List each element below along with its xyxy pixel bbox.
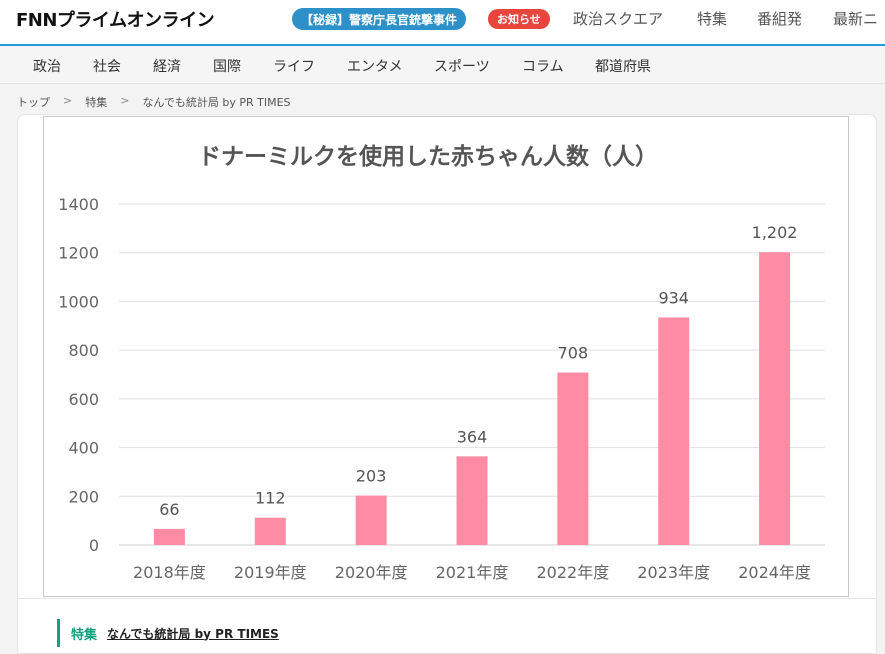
- x-tick-label: 2024年度: [738, 563, 811, 582]
- x-tick-label: 2018年度: [133, 563, 206, 582]
- data-label: 1,202: [752, 223, 798, 242]
- data-label: 708: [558, 344, 589, 363]
- topnav-programs[interactable]: 番組発: [757, 10, 803, 28]
- series-tag: 特集: [71, 627, 98, 643]
- breadcrumb: トップ > 特集 > なんでも統計局 by PR TIMES: [17, 94, 291, 109]
- site-logo[interactable]: FNNプライムオンライン: [16, 10, 215, 31]
- category-international[interactable]: 国際: [213, 59, 241, 75]
- y-tick-label: 1400: [58, 195, 99, 214]
- notice-badge[interactable]: お知らせ: [488, 9, 550, 29]
- bar: [759, 252, 791, 545]
- y-tick-label: 400: [68, 439, 99, 458]
- breadcrumb-separator: >: [63, 94, 73, 107]
- topnav-feature[interactable]: 特集: [697, 10, 728, 28]
- bar: [456, 456, 488, 545]
- category-entertainment[interactable]: エンタメ: [347, 59, 403, 75]
- bar: [153, 528, 185, 545]
- breadcrumb-current: なんでも統計局 by PR TIMES: [142, 96, 291, 109]
- x-tick-label: 2022年度: [536, 563, 609, 582]
- category-sports[interactable]: スポーツ: [434, 59, 490, 75]
- data-label: 112: [255, 489, 286, 508]
- bar: [658, 317, 690, 545]
- series-link[interactable]: なんでも統計局 by PR TIMES: [107, 626, 279, 641]
- bar: [355, 495, 387, 545]
- chart-title: ドナーミルクを使用した赤ちゃん人数（人）: [198, 143, 658, 170]
- y-tick-label: 1000: [58, 292, 99, 311]
- category-society[interactable]: 社会: [93, 59, 121, 75]
- breadcrumb-separator: >: [120, 94, 130, 107]
- y-tick-label: 200: [68, 487, 99, 506]
- series-link-block: 特集 なんでも統計局 by PR TIMES: [57, 619, 279, 647]
- data-label: 66: [159, 500, 179, 519]
- divider: [17, 598, 877, 599]
- category-economy[interactable]: 経済: [153, 59, 181, 75]
- category-column[interactable]: コラム: [522, 59, 564, 75]
- bar: [254, 517, 286, 545]
- category-life[interactable]: ライフ: [273, 59, 315, 75]
- chart-figure: ドナーミルクを使用した赤ちゃん人数（人） 0 200 400 600 800 1000 12…: [43, 116, 849, 597]
- x-tick-label: 2020年度: [335, 563, 408, 582]
- y-tick-label: 1200: [58, 244, 99, 263]
- topnav-latest[interactable]: 最新ニ: [833, 10, 879, 28]
- x-tick-label: 2023年度: [637, 563, 710, 582]
- x-tick-label: 2019年度: [234, 563, 307, 582]
- site-header: FNNプライムオンライン 【秘録】警察庁長官銃撃事件 お知らせ 政治スクエア 特…: [0, 0, 885, 46]
- data-label: 203: [356, 467, 387, 486]
- breadcrumb-top[interactable]: トップ: [17, 96, 50, 109]
- topnav-politics-square[interactable]: 政治スクエア: [573, 10, 664, 28]
- category-prefectures[interactable]: 都道府県: [595, 59, 651, 75]
- breadcrumb-feature[interactable]: 特集: [85, 96, 108, 109]
- data-label: 934: [658, 289, 689, 308]
- y-tick-label: 800: [68, 341, 99, 360]
- y-tick-label: 0: [89, 536, 99, 555]
- bar: [557, 372, 589, 545]
- category-politics[interactable]: 政治: [33, 59, 61, 75]
- x-tick-label: 2021年度: [436, 563, 509, 582]
- y-tick-label: 600: [68, 390, 99, 409]
- category-nav: 政治 社会 経済 国際 ライフ エンタメ スポーツ コラム 都道府県: [0, 46, 885, 84]
- data-label: 364: [457, 427, 488, 446]
- breaking-news-badge[interactable]: 【秘録】警察庁長官銃撃事件: [292, 8, 467, 30]
- bar-chart: ドナーミルクを使用した赤ちゃん人数（人） 0 200 400 600 800 1000 12…: [58, 143, 825, 582]
